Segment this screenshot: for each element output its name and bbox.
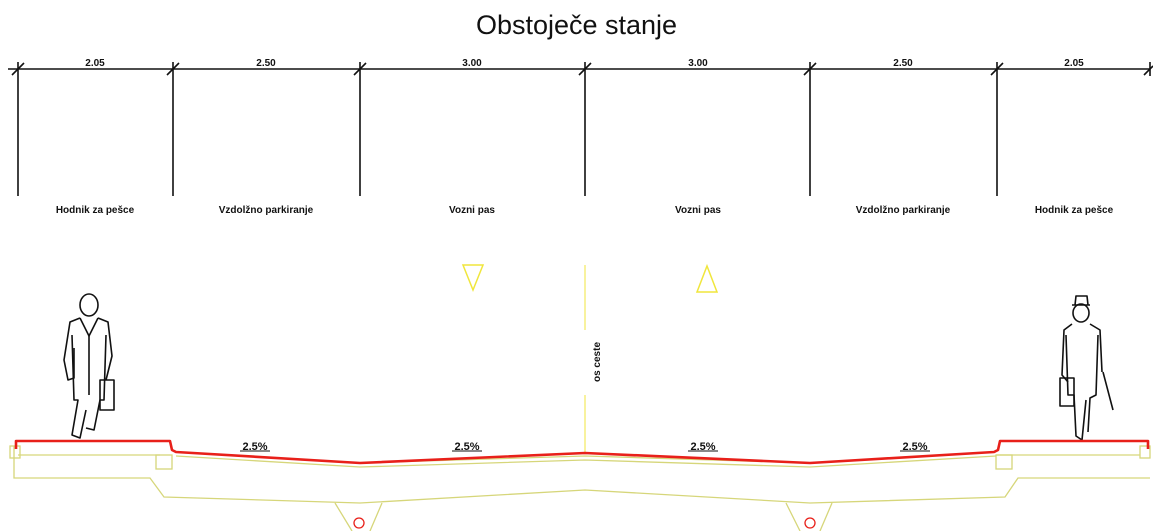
pedestrian-right-icon xyxy=(1059,295,1114,441)
drain-pipe-icon xyxy=(804,517,816,529)
slope-label: 2.5% xyxy=(902,441,927,453)
dimension-label: 3.00 xyxy=(462,58,482,69)
dimension-label: 2.05 xyxy=(85,58,105,69)
dimension-label: 3.00 xyxy=(688,58,708,69)
slope-label: 2.5% xyxy=(454,441,479,453)
drawing-title: Obstoječe stanje xyxy=(475,10,678,40)
slope-label: 2.5% xyxy=(242,441,267,453)
zone-label: Vzdolžno parkiranje xyxy=(219,205,314,216)
slope-label: 2.5% xyxy=(690,441,715,453)
dimension-label: 2.50 xyxy=(256,58,276,69)
zone-label: Vozni pas xyxy=(449,205,495,216)
dimension-label: 2.05 xyxy=(1064,58,1084,69)
zone-label: Hodnik za pešce xyxy=(56,205,135,216)
dimension-label: 2.50 xyxy=(893,58,913,69)
direction-up-icon xyxy=(695,263,719,293)
zone-label: Vzdolžno parkiranje xyxy=(856,205,951,216)
drain-pipe-icon xyxy=(353,517,365,529)
zone-label: Hodnik za pešce xyxy=(1035,205,1114,216)
pedestrian-left-icon xyxy=(63,293,115,439)
zone-label: Vozni pas xyxy=(675,205,721,216)
pavement-surface xyxy=(14,439,1150,465)
road-structure xyxy=(9,445,1151,531)
direction-down-icon xyxy=(461,264,485,293)
dimension-chain xyxy=(8,62,1153,196)
road-axis-label: os ceste xyxy=(592,342,603,382)
